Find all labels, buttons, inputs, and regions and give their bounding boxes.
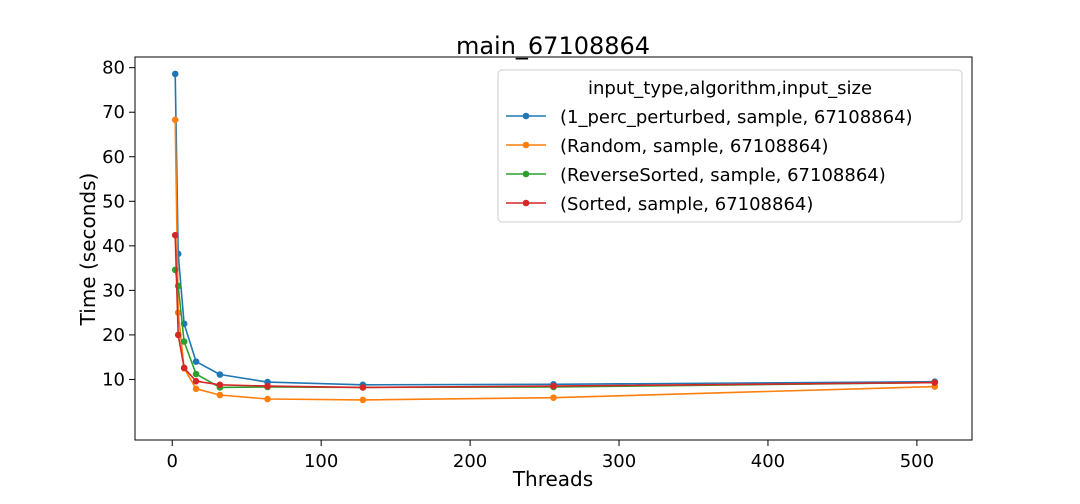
- data-point: [171, 70, 179, 78]
- data-point: [216, 381, 224, 389]
- y-tick-label: 70: [102, 102, 125, 123]
- data-point: [550, 382, 557, 390]
- data-point: [192, 358, 200, 365]
- data-point: [359, 396, 367, 404]
- data-point: [171, 231, 179, 239]
- x-tick-label: 400: [751, 451, 785, 472]
- data-point: [264, 395, 271, 403]
- legend-marker-3: [522, 199, 530, 207]
- data-point: [180, 364, 188, 372]
- x-tick-label: 100: [304, 451, 338, 472]
- y-tick-label: 20: [102, 325, 125, 346]
- legend-label-3: (Sorted, sample, 67108864): [560, 194, 813, 215]
- data-point: [550, 394, 557, 401]
- series-line-2: [174, 269, 935, 389]
- legend-label-0: (1_perc_perturbed, sample, 67108864): [560, 107, 913, 128]
- data-point: [171, 266, 179, 274]
- legend-label-1: (Random, sample, 67108864): [560, 136, 829, 157]
- data-point: [171, 116, 179, 124]
- y-tick-label: 80: [102, 58, 125, 79]
- x-tick-label: 200: [453, 451, 487, 472]
- legend-label-2: (ReverseSorted, sample, 67108864): [560, 165, 886, 186]
- data-point: [174, 331, 182, 339]
- data-point: [359, 384, 367, 391]
- y-tick-label: 10: [102, 369, 125, 390]
- legend: input_type,algorithm,input_size (1_perc_…: [497, 69, 963, 223]
- data-point: [216, 371, 224, 378]
- data-point: [192, 377, 200, 385]
- x-axis-label: Threads: [512, 467, 593, 491]
- chart-title: main_67108864: [456, 32, 650, 60]
- data-point: [192, 385, 200, 393]
- y-tick-label: 40: [102, 236, 125, 257]
- data-point: [180, 338, 188, 345]
- legend-marker-1: [522, 141, 530, 149]
- legend-title: input_type,algorithm,input_size: [588, 78, 872, 99]
- plot-area-frame: [134, 56, 973, 441]
- y-tick-label: 30: [102, 280, 125, 301]
- data-point: [216, 391, 224, 399]
- legend-marker-2: [522, 170, 530, 178]
- legend-box: [497, 69, 963, 223]
- series-line-3: [174, 235, 935, 389]
- y-axis-label: Time (seconds): [76, 173, 100, 327]
- x-tick-label: 500: [900, 451, 934, 472]
- y-tick-label: 50: [102, 191, 125, 212]
- data-point: [192, 370, 200, 378]
- x-tick-label: 0: [167, 451, 178, 472]
- data-point: [931, 379, 939, 386]
- data-point: [264, 382, 271, 390]
- legend-marker-0: [522, 112, 530, 120]
- x-tick-label: 300: [602, 451, 636, 472]
- y-tick-label: 60: [102, 147, 125, 168]
